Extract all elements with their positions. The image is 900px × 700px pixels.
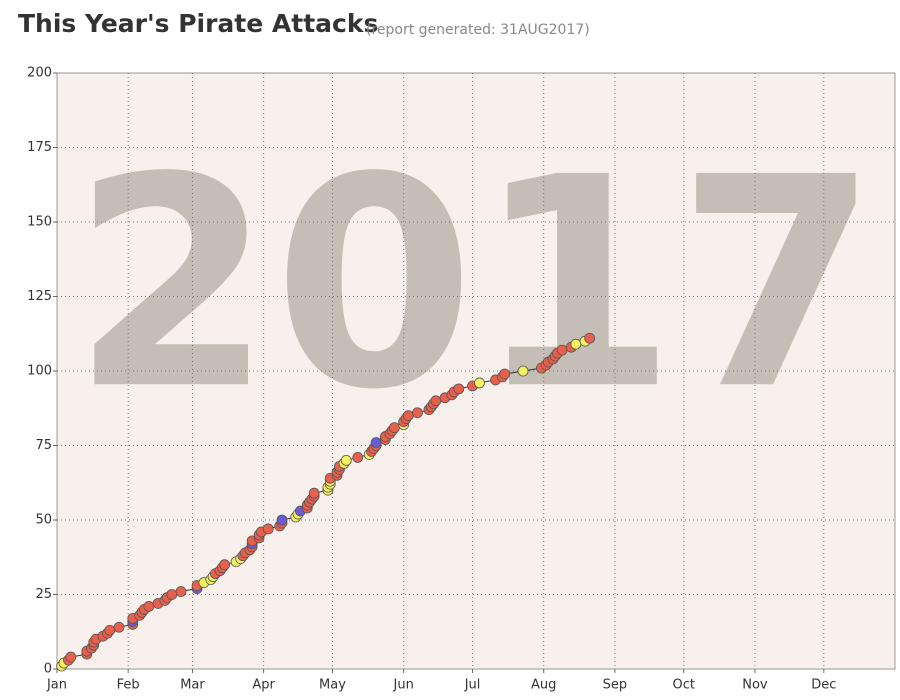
x-tick-label: Oct <box>673 678 695 693</box>
data-point <box>474 377 485 389</box>
data-point <box>499 368 511 380</box>
data-point <box>570 338 582 350</box>
data-point <box>352 452 364 463</box>
x-tick-label: Sep <box>603 678 628 693</box>
data-point <box>113 621 125 633</box>
x-tick-label: Mar <box>180 678 205 693</box>
data-point <box>430 395 442 407</box>
y-tick-label: 175 <box>27 140 52 155</box>
data-point <box>65 651 77 663</box>
data-point <box>389 422 400 434</box>
data-point <box>219 559 231 571</box>
chart-title: This Year's Pirate Attacks <box>18 9 378 38</box>
x-tick-label: Jan <box>46 678 67 693</box>
x-tick-label: Jun <box>393 678 414 693</box>
y-tick-label: 100 <box>27 364 52 379</box>
data-point <box>340 454 352 466</box>
x-tick-label: Aug <box>531 678 556 693</box>
x-tick-label: Nov <box>742 678 768 693</box>
data-point <box>166 589 178 600</box>
data-point <box>402 410 414 422</box>
x-tick-label: Apr <box>252 678 275 693</box>
data-point <box>104 624 116 636</box>
data-point <box>276 514 288 526</box>
x-tick-label: May <box>319 678 346 693</box>
y-tick-label: 200 <box>27 66 52 81</box>
chart-subtitle: (report generated: 31AUG2017) <box>366 22 590 38</box>
data-point <box>453 383 465 395</box>
y-tick-label: 75 <box>35 438 52 453</box>
data-point <box>584 332 596 344</box>
data-point <box>143 601 155 612</box>
data-point <box>412 407 423 419</box>
y-tick-label: 25 <box>35 587 52 602</box>
y-tick-label: 50 <box>35 513 52 528</box>
y-tick-label: 0 <box>44 662 52 677</box>
data-point <box>556 344 568 356</box>
data-point <box>262 523 274 535</box>
data-point <box>308 487 320 499</box>
data-point <box>175 586 187 597</box>
data-point <box>370 437 382 448</box>
data-point <box>517 365 529 377</box>
x-tick-label: Jul <box>464 678 481 693</box>
y-tick-label: 150 <box>27 215 52 230</box>
x-tick-label: Dec <box>811 678 836 693</box>
y-tick-label: 125 <box>27 289 52 304</box>
watermark: 2017 <box>71 116 878 453</box>
x-tick-label: Feb <box>117 678 140 693</box>
